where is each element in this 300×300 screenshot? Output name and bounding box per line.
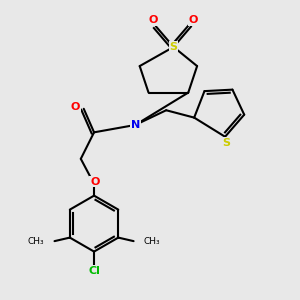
Text: O: O [71,102,80,112]
Text: S: S [223,138,231,148]
Text: S: S [169,42,178,52]
Text: Cl: Cl [88,266,100,276]
Text: CH₃: CH₃ [28,237,44,246]
Text: O: O [149,15,158,25]
Text: N: N [131,120,140,130]
Text: CH₃: CH₃ [144,237,160,246]
Text: O: O [189,15,198,25]
Text: O: O [90,176,100,187]
